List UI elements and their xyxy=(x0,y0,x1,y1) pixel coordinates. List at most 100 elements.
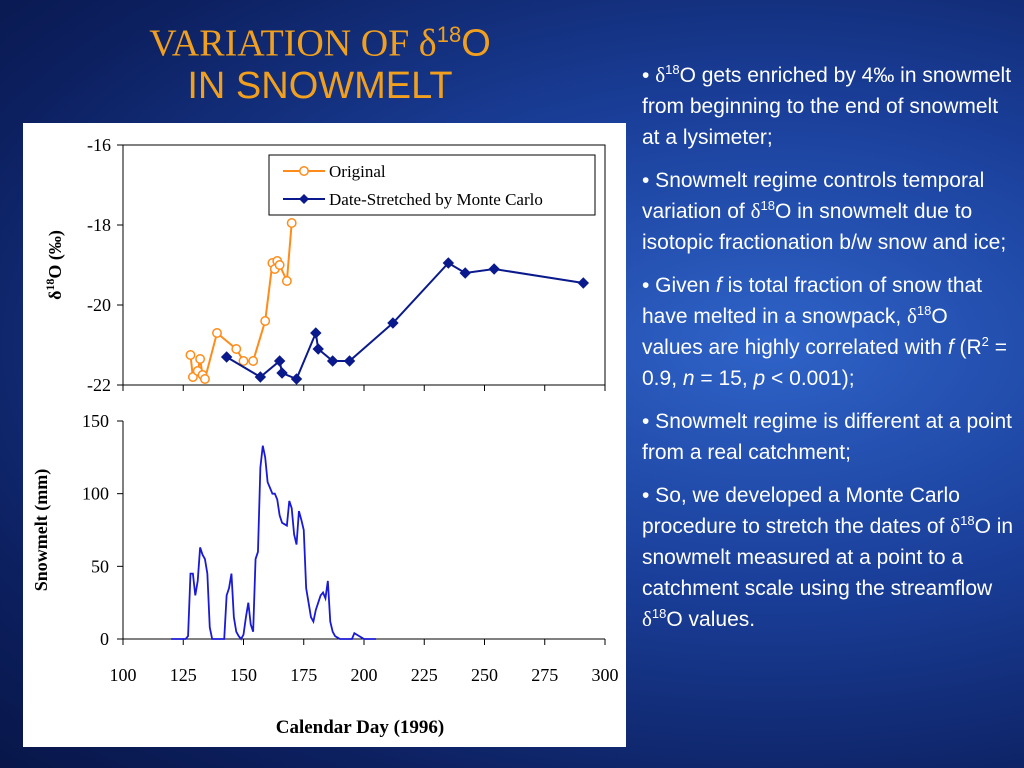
monte-carlo-point xyxy=(326,355,339,367)
monte-carlo-point xyxy=(459,267,471,279)
bottom-x-tick-label: 250 xyxy=(471,665,498,685)
top-y-tick-label: -22 xyxy=(87,375,111,395)
bullet-text: • Given xyxy=(642,274,716,297)
x-axis-label: Calendar Day (1996) xyxy=(276,717,445,738)
bullet-text: 18 xyxy=(651,606,667,621)
top-y-tick-label: -20 xyxy=(87,295,111,315)
figure-panel: -16 -18 -20 -22 δ18O (‰) Original Date-Stretch… xyxy=(23,123,626,747)
bullet-item: • So, we developed a Monte Carlo procedu… xyxy=(642,480,1014,635)
original-point xyxy=(195,354,206,364)
legend-entry-label: Date-Stretched by Monte Carlo xyxy=(329,190,543,209)
bullet-text: • xyxy=(642,64,656,87)
original-point xyxy=(274,260,285,270)
bullet-text: δ xyxy=(950,514,961,538)
monte-carlo-point xyxy=(273,355,286,367)
bullet-text: • So, we developed a Monte Carlo procedu… xyxy=(642,484,960,538)
bottom-y-tick-label: 0 xyxy=(100,629,109,649)
monte-carlo-point xyxy=(310,327,322,339)
y-label-rest: O (‰) xyxy=(45,230,66,279)
bottom-x-tick-label: 275 xyxy=(531,665,558,685)
bullet-text: δ xyxy=(750,199,761,223)
bullet-text: δ xyxy=(906,304,917,328)
monte-carlo-point xyxy=(220,351,233,363)
legend-entry-label: Original xyxy=(329,162,386,181)
title-delta: δ xyxy=(418,22,437,65)
bullet-text: is total fraction of snow that have melt… xyxy=(642,274,983,328)
bullet-text: • Snowmelt regime controls temporal vari… xyxy=(642,169,985,223)
bullet-item: • δ18O gets enriched by 4‰ in snowmelt f… xyxy=(642,60,1014,153)
original-point xyxy=(185,350,196,360)
bottom-x-tick-label: 300 xyxy=(592,665,619,685)
bullet-text: 2 xyxy=(981,334,989,349)
original-point xyxy=(281,276,292,286)
bullet-text: 18 xyxy=(665,62,680,77)
bullet-item: • Snowmelt regime is different at a poin… xyxy=(642,406,1014,468)
title-element: O xyxy=(461,22,491,65)
monte-carlo-point xyxy=(343,355,356,367)
original-point xyxy=(238,356,249,366)
bullet-text: f xyxy=(947,336,954,359)
original-point xyxy=(286,218,297,228)
title-sup: 18 xyxy=(436,22,462,47)
top-y-tick-label: -18 xyxy=(87,215,111,235)
bullet-text: 18 xyxy=(960,513,975,528)
bullet-item: • Snowmelt regime controls temporal vari… xyxy=(642,165,1014,258)
legend-box xyxy=(268,154,596,216)
bullet-text: < 0.001); xyxy=(765,367,855,390)
bottom-x-tick-label: 225 xyxy=(411,665,438,685)
monte-carlo-point xyxy=(488,263,500,275)
title-line-2: IN SNOWMELT xyxy=(187,64,453,107)
legend-marker-original xyxy=(299,166,309,176)
y-label-delta: δ xyxy=(45,291,65,300)
bullet-text: O in snowmelt measured at a point to a c… xyxy=(642,515,1014,600)
bullet-text: O in snowmelt due to isotopic fractionat… xyxy=(642,200,1007,254)
original-series-line xyxy=(189,222,293,382)
slide-title: VARIATION OF δ18O IN SNOWMELT xyxy=(40,14,600,107)
bullet-item: • Given f is total fraction of snow that… xyxy=(642,270,1014,394)
bottom-y-tick-label: 150 xyxy=(82,411,109,431)
bottom-x-tick-label: 200 xyxy=(351,665,378,685)
title-line-1: VARIATION OF δ18O xyxy=(40,14,600,65)
original-point xyxy=(199,374,210,384)
bottom-y-tick-label: 100 xyxy=(82,484,109,504)
bullet-text: O gets enriched by 4‰ in snowmelt from b… xyxy=(642,64,1012,149)
monte-carlo-point xyxy=(254,371,267,383)
bullet-text: (R xyxy=(953,336,982,359)
top-y-axis-label: δ18O (‰) xyxy=(43,230,66,300)
top-y-tick-label: -16 xyxy=(87,135,111,155)
bullet-text: O values are highly correlated with xyxy=(642,305,948,359)
bottom-x-tick-label: 150 xyxy=(230,665,257,685)
original-point xyxy=(231,344,242,354)
bottom-x-tick-label: 100 xyxy=(110,665,137,685)
bullet-text: 18 xyxy=(760,198,775,213)
bottom-x-tick-label: 125 xyxy=(170,665,197,685)
original-point xyxy=(212,328,222,338)
legend-marker-monte-carlo xyxy=(299,194,309,204)
monte-carlo-point xyxy=(290,373,303,385)
bottom-x-tick-label: 175 xyxy=(290,665,317,685)
original-point xyxy=(248,356,259,366)
monte-carlo-point xyxy=(276,367,288,379)
chart-canvas: -16 -18 -20 -22 δ18O (‰) Original Date-Stretch… xyxy=(31,135,619,738)
bullet-text: f xyxy=(715,274,722,297)
bullet-text: = 15, xyxy=(694,367,754,390)
bullet-text: δ xyxy=(655,63,666,87)
bullet-text: • Snowmelt regime is different at a poin… xyxy=(642,410,1012,464)
bullet-text: δ xyxy=(642,607,652,631)
monte-carlo-point xyxy=(442,257,455,269)
bullet-notes: • δ18O gets enriched by 4‰ in snowmelt f… xyxy=(642,60,1014,647)
bullet-text: p xyxy=(753,367,766,390)
monte-carlo-point xyxy=(387,317,399,329)
original-point xyxy=(260,316,271,326)
snowmelt-series-line xyxy=(171,445,377,641)
y-label-sup: 18 xyxy=(43,279,57,291)
bullet-text: O values. xyxy=(666,608,756,631)
monte-carlo-point xyxy=(577,277,590,289)
bottom-y-tick-label: 50 xyxy=(91,556,109,576)
bullet-text: = 0.9, xyxy=(642,336,1008,390)
title-prefix: VARIATION OF xyxy=(149,22,419,65)
bullet-text: n xyxy=(682,367,695,390)
bottom-y-axis-label: Snowmelt (mm) xyxy=(31,469,52,591)
monte-carlo-point xyxy=(312,343,324,355)
bullet-text: 18 xyxy=(916,303,932,318)
